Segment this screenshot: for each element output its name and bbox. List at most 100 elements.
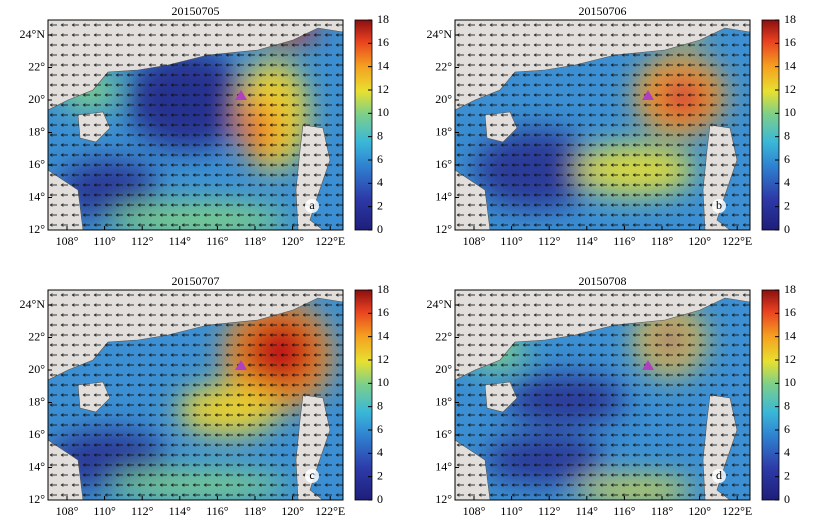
colorbar-tick-label: 18 xyxy=(784,282,796,296)
lon-tick-label: 122°E xyxy=(722,504,752,518)
colorbar-tick-label: 4 xyxy=(377,445,383,459)
lat-tick-label: 14° xyxy=(435,459,452,473)
label-bg xyxy=(305,199,319,213)
lat-tick-label: 22° xyxy=(435,59,452,73)
lat-tick-label: 18° xyxy=(28,124,45,138)
lat-tick-label: 14° xyxy=(435,189,452,203)
station-marker xyxy=(642,90,654,100)
panel-label: b xyxy=(716,198,722,212)
lon-tick-label: 108° xyxy=(463,234,486,248)
label-bg xyxy=(305,469,319,483)
colorbar-tick-label: 14 xyxy=(784,58,796,72)
panel-label: a xyxy=(309,198,315,212)
lat-tick-label: 16° xyxy=(435,427,452,441)
colorbar-tick-label: 8 xyxy=(784,398,790,412)
colorbar-tick-label: 2 xyxy=(377,468,383,482)
colorbar-tick-label: 4 xyxy=(784,175,790,189)
station-marker xyxy=(642,360,654,370)
lon-tick-label: 118° xyxy=(244,234,267,248)
lat-tick-label: 12° xyxy=(28,222,45,236)
wind-field xyxy=(48,290,343,500)
lat-tick-label: 16° xyxy=(435,157,452,171)
colorbar-tick-label: 10 xyxy=(784,105,796,119)
colorbar-tick-label: 0 xyxy=(377,222,383,236)
lon-tick-label: 108° xyxy=(56,504,79,518)
lon-tick-label: 122°E xyxy=(315,234,345,248)
lat-tick-label: 12° xyxy=(28,492,45,506)
label-bg xyxy=(712,199,726,213)
colorbar-tick-label: 18 xyxy=(377,282,389,296)
lon-tick-label: 118° xyxy=(244,504,267,518)
colorbar-tick-label: 8 xyxy=(784,128,790,142)
lat-tick-label: 20° xyxy=(435,92,452,106)
lon-tick-label: 108° xyxy=(56,234,79,248)
lon-tick-label: 112° xyxy=(538,504,561,518)
colorbar-tick-label: 8 xyxy=(377,398,383,412)
lat-tick-label: 24°N xyxy=(20,297,46,311)
colorbar-tick-label: 0 xyxy=(784,492,790,506)
lat-tick-label: 24°N xyxy=(427,27,453,41)
colorbar-tick-label: 2 xyxy=(377,198,383,212)
wind-field xyxy=(455,20,750,230)
lon-tick-label: 116° xyxy=(613,504,636,518)
colorbar-tick-label: 16 xyxy=(784,35,796,49)
lon-tick-label: 110° xyxy=(500,234,523,248)
map-frame xyxy=(454,289,751,501)
map-frame xyxy=(47,19,344,231)
colorbar-fill xyxy=(761,289,780,501)
lon-tick-label: 110° xyxy=(500,504,523,518)
lat-tick-label: 20° xyxy=(28,362,45,376)
lat-tick-label: 22° xyxy=(28,59,45,73)
lon-tick-label: 116° xyxy=(613,234,636,248)
colorbar-tick-label: 14 xyxy=(377,328,389,342)
colorbar-fill xyxy=(761,19,780,231)
wind-field xyxy=(48,20,343,230)
label-bg xyxy=(712,469,726,483)
colorbar-tick-label: 18 xyxy=(377,12,389,26)
lon-tick-label: 118° xyxy=(651,504,674,518)
panel-label: c xyxy=(309,468,314,482)
lon-tick-label: 112° xyxy=(131,504,154,518)
lat-tick-label: 24°N xyxy=(427,297,453,311)
colorbar-tick-label: 0 xyxy=(377,492,383,506)
lon-tick-label: 110° xyxy=(93,504,116,518)
colorbar-tick-label: 16 xyxy=(784,305,796,319)
colorbar-tick-label: 2 xyxy=(784,468,790,482)
lat-tick-label: 12° xyxy=(435,222,452,236)
wind-arrows xyxy=(455,20,750,230)
lon-tick-label: 120° xyxy=(281,504,304,518)
wind-field xyxy=(455,290,750,500)
lon-tick-label: 120° xyxy=(688,234,711,248)
colorbar-tick-label: 18 xyxy=(784,12,796,26)
colorbar-tick-label: 12 xyxy=(784,82,796,96)
colorbar-tick-label: 12 xyxy=(377,352,389,366)
lat-tick-label: 24°N xyxy=(20,27,46,41)
colorbar-tick-label: 16 xyxy=(377,305,389,319)
map-frame xyxy=(454,19,751,231)
lat-tick-label: 18° xyxy=(435,124,452,138)
panel-title: 20150707 xyxy=(172,274,220,288)
lat-tick-label: 16° xyxy=(28,157,45,171)
lon-tick-label: 120° xyxy=(688,504,711,518)
lon-tick-label: 114° xyxy=(576,234,599,248)
colorbar-tick-label: 12 xyxy=(377,82,389,96)
lat-tick-label: 22° xyxy=(28,329,45,343)
map-frame xyxy=(47,289,344,501)
colorbar-tick-label: 12 xyxy=(784,352,796,366)
lon-tick-label: 112° xyxy=(131,234,154,248)
lat-tick-label: 22° xyxy=(435,329,452,343)
colorbar-tick-label: 10 xyxy=(377,375,389,389)
panel-label: d xyxy=(716,468,722,482)
lon-tick-label: 108° xyxy=(463,504,486,518)
station-marker xyxy=(235,360,247,370)
colorbar-fill xyxy=(354,289,373,501)
lon-tick-label: 110° xyxy=(93,234,116,248)
lon-tick-label: 118° xyxy=(651,234,674,248)
wind-arrows xyxy=(455,290,750,500)
colorbar: 0 2 4 6 8 10 12 14 16 18 xyxy=(354,12,389,236)
lat-tick-label: 14° xyxy=(28,459,45,473)
